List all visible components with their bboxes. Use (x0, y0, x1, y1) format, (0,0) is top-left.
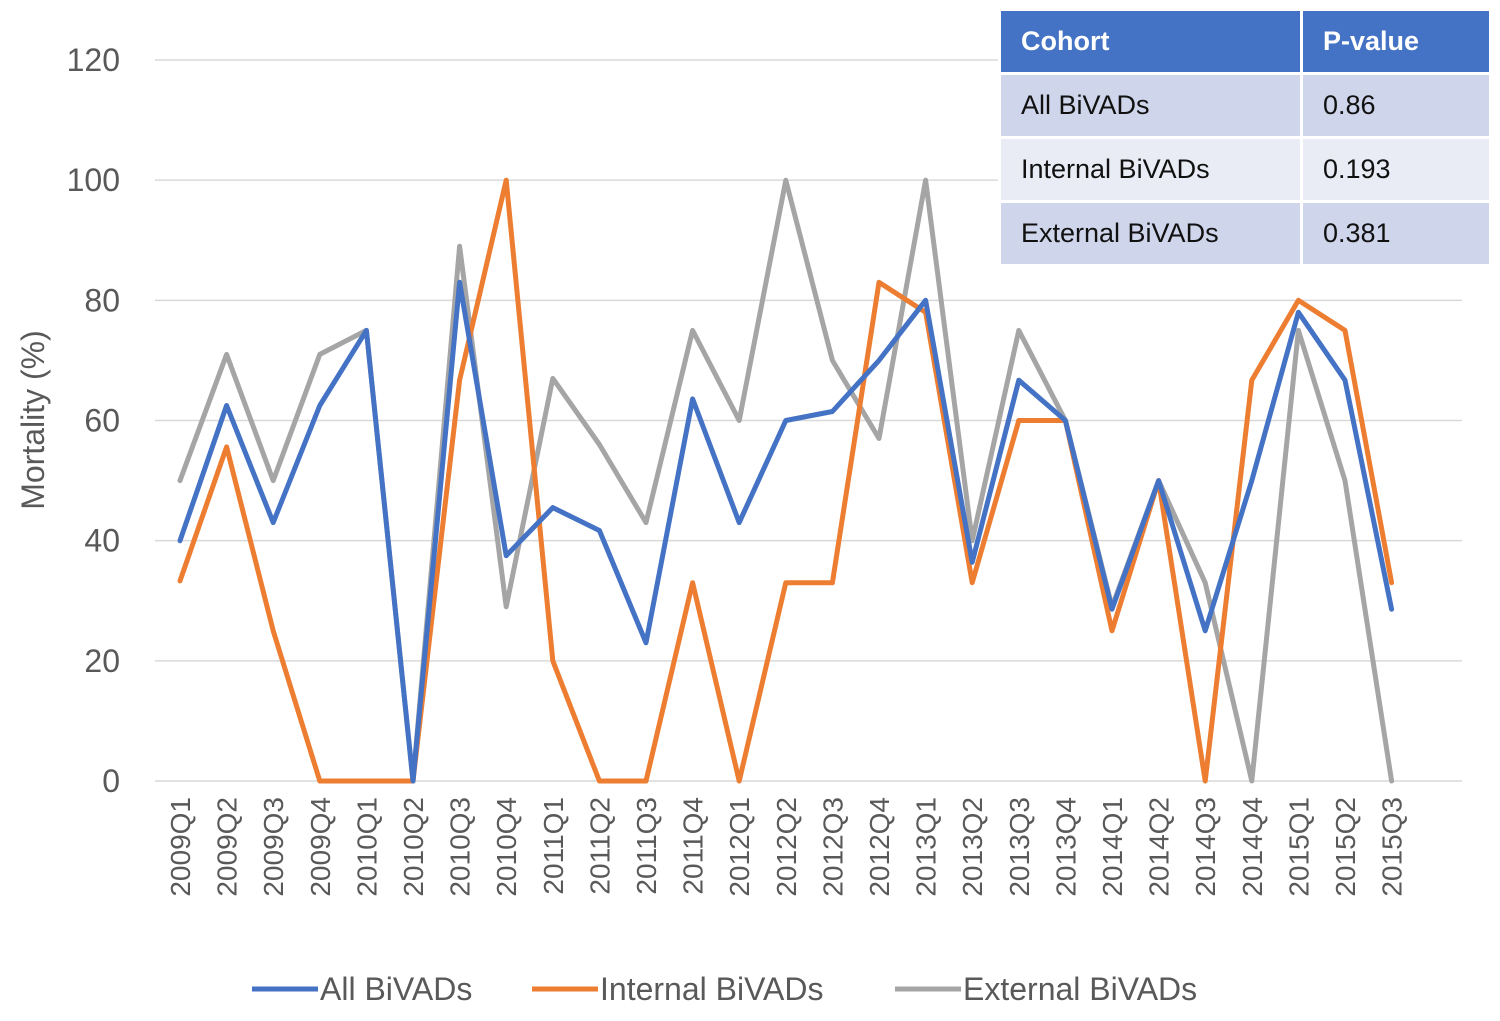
series-line-internal (177, 177, 1395, 784)
x-tick-label: 2014Q1 (1097, 797, 1128, 897)
x-tick-label: 2014Q2 (1144, 797, 1175, 897)
x-tick-label: 2009Q1 (165, 797, 196, 897)
x-tick-label: 2015Q1 (1283, 797, 1314, 897)
x-tick-label: 2010Q4 (491, 797, 522, 897)
x-tick-label: 2014Q3 (1190, 797, 1221, 897)
x-tick-label: 2015Q2 (1330, 797, 1361, 897)
x-tick-label: 2011Q1 (538, 797, 569, 895)
y-tick-label: 20 (84, 643, 120, 679)
legend-label-internal: Internal BiVADs (600, 971, 824, 1007)
table-row: Internal BiVADs 0.193 (998, 136, 1492, 203)
x-tick-label: 2015Q3 (1377, 797, 1408, 897)
x-tick-label: 2010Q3 (445, 797, 476, 897)
x-tick-label: 2013Q2 (957, 797, 988, 897)
y-tick-label: 60 (84, 403, 120, 439)
grid-layer (155, 59, 1462, 782)
legend: All BiVADs Internal BiVADs External BiVADs (252, 971, 1197, 1007)
cohort-cell: All BiVADs (998, 72, 1303, 139)
y-tick-label: 40 (84, 523, 120, 559)
p-value-table-header-row: Cohort P-value (998, 8, 1492, 75)
x-tick-label: 2012Q4 (864, 797, 895, 897)
y-tick-label: 100 (67, 162, 120, 198)
x-tick-label: 2011Q3 (631, 797, 662, 895)
x-tick-label: 2013Q3 (1004, 797, 1035, 897)
cohort-cell: External BiVADs (998, 200, 1303, 267)
table-row: All BiVADs 0.86 (998, 72, 1492, 139)
series-line-all (177, 279, 1395, 784)
cohort-cell: Internal BiVADs (998, 136, 1303, 203)
x-tick-label: 2010Q2 (398, 797, 429, 897)
series-line-external (177, 177, 1395, 784)
p-value-cell: 0.193 (1300, 136, 1492, 203)
y-tick-label: 120 (67, 42, 120, 78)
x-tick-label: 2009Q4 (305, 797, 336, 897)
x-tick-label: 2012Q1 (724, 797, 755, 897)
x-tick-label: 2013Q4 (1050, 797, 1081, 897)
y-tick-labels: 0 20 40 60 80 100 120 (67, 42, 120, 799)
table-row: External BiVADs 0.381 (998, 200, 1492, 267)
x-tick-labels: 2009Q1 2009Q2 2009Q3 2009Q4 2010Q1 2010Q2 2010… (165, 797, 1408, 897)
x-tick-label: 2009Q3 (258, 797, 289, 897)
p-value-cell: 0.381 (1300, 200, 1492, 267)
y-axis-label: Mortality (%) (15, 330, 51, 510)
series-lines (177, 177, 1395, 784)
p-value-column-header: P-value (1300, 8, 1492, 75)
x-tick-label: 2010Q1 (351, 797, 382, 897)
x-tick-label: 2011Q4 (678, 797, 709, 895)
p-value-table: Cohort P-value All BiVADs 0.86 Internal … (998, 8, 1492, 267)
x-tick-label: 2014Q4 (1237, 797, 1268, 897)
x-tick-label: 2009Q2 (212, 797, 243, 897)
legend-label-external: External BiVADs (963, 971, 1197, 1007)
x-tick-label: 2012Q2 (771, 797, 802, 897)
y-tick-label: 0 (102, 763, 120, 799)
x-tick-label: 2012Q3 (817, 797, 848, 897)
p-value-cell: 0.86 (1300, 72, 1492, 139)
legend-label-all: All BiVADs (320, 971, 472, 1007)
cohort-column-header: Cohort (998, 8, 1303, 75)
y-tick-label: 80 (84, 282, 120, 318)
x-tick-label: 2011Q2 (584, 797, 615, 895)
x-tick-label: 2013Q1 (911, 797, 942, 897)
